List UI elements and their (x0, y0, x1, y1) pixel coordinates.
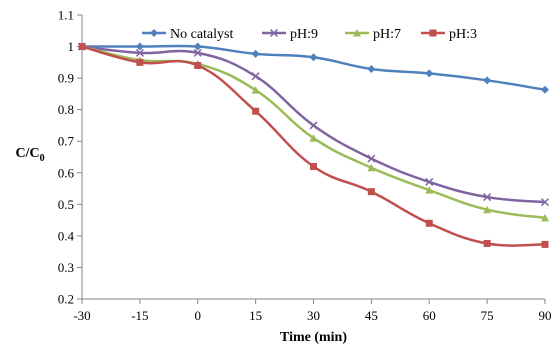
data-point (194, 62, 201, 69)
data-point (79, 43, 86, 50)
data-point (310, 163, 317, 170)
legend-label: No catalyst (170, 27, 233, 42)
data-point (541, 86, 549, 94)
series-line (82, 47, 545, 246)
x-tick-label: -30 (73, 308, 90, 323)
legend-swatch-marker (430, 30, 437, 37)
x-tick-label: -15 (131, 308, 148, 323)
x-tick-label: 60 (423, 308, 436, 323)
y-tick-label: 0.6 (58, 165, 75, 180)
data-point (367, 65, 375, 73)
y-tick-label: 0.7 (58, 134, 75, 149)
y-tick-label: 0.8 (58, 102, 74, 117)
data-point (252, 73, 259, 80)
data-point (310, 53, 318, 61)
data-point (426, 220, 433, 227)
series-ph-3 (79, 43, 549, 248)
x-tick-label: 45 (365, 308, 378, 323)
data-point (252, 108, 259, 115)
legend: No catalyst pH:9 pH:7 pH:3 (142, 27, 477, 42)
data-point (425, 69, 433, 77)
data-point (368, 188, 375, 195)
y-axis-title: C/C0 (15, 146, 44, 164)
data-point (483, 76, 491, 84)
legend-item-ph-3: pH:3 (421, 27, 477, 42)
x-tick-label: 30 (307, 308, 320, 323)
y-tick-label: 0.9 (58, 71, 74, 86)
y-tick-label: 0.5 (58, 197, 74, 212)
legend-item-ph-7: pH:7 (345, 27, 401, 42)
data-point (136, 59, 143, 66)
series-no-catalyst (78, 43, 549, 94)
y-tick-label: 1 (68, 39, 75, 54)
x-tick-label: 0 (195, 308, 202, 323)
legend-swatch-marker (150, 29, 158, 37)
data-point (252, 50, 260, 58)
y-axis-title-subscript: 0 (40, 153, 45, 164)
legend-label: pH:7 (373, 27, 401, 42)
data-point (310, 122, 317, 129)
series-line (82, 47, 545, 203)
y-tick-label: 0.4 (58, 228, 75, 243)
y-tick-label: 1.1 (58, 8, 74, 23)
legend-item-ph-9: pH:9 (262, 27, 318, 42)
x-tick-label: 75 (481, 308, 494, 323)
series-ph-9 (79, 43, 549, 206)
x-tick-label: 15 (249, 308, 262, 323)
y-axis-title-main: C/C (15, 146, 39, 161)
legend-item-no-catalyst: No catalyst (142, 27, 233, 42)
axes: 0.2 0.3 0.4 0.5 0.6 0.7 0.8 0.9 1 1.1 -30 -15 0 15 30 4… (58, 8, 552, 324)
legend-label: pH:9 (290, 27, 318, 42)
data-point (484, 240, 491, 247)
data-point (542, 241, 549, 248)
x-axis-title: Time (min) (280, 330, 347, 345)
series-line (82, 47, 545, 218)
series-layer (78, 43, 549, 248)
legend-label: pH:3 (449, 27, 477, 42)
y-tick-label: 0.2 (58, 292, 74, 307)
y-tick-label: 0.3 (58, 260, 74, 275)
x-tick-label: 90 (539, 308, 552, 323)
